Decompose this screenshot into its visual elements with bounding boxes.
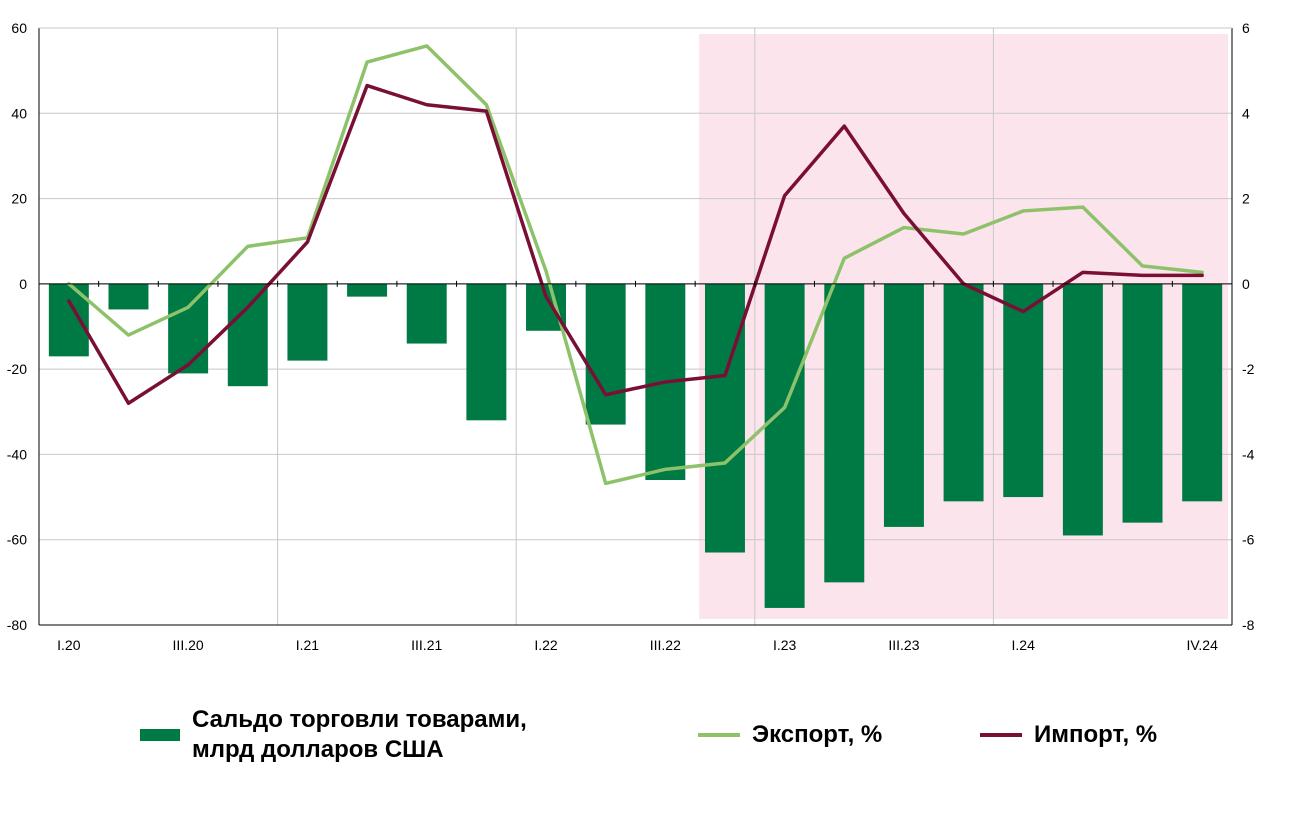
y-left-tick-label: -80 <box>7 617 27 633</box>
y-left-tick-label: -40 <box>7 446 27 462</box>
y-right-tick-label: -2 <box>1242 361 1255 377</box>
x-tick-label: IV.24 <box>1186 637 1218 653</box>
bar-III.20 <box>168 283 209 374</box>
y-right-tick-label: -6 <box>1242 532 1255 548</box>
bar-III.24 <box>1122 283 1163 523</box>
bar-III.23 <box>883 283 924 527</box>
legend-label-balance: Сальдо торговли товарами, млрд долларов … <box>192 706 527 763</box>
legend-item-import: Импорт, % <box>980 720 1157 750</box>
bar-IV.23 <box>943 283 984 502</box>
y-right-tick-label: 2 <box>1242 191 1250 207</box>
bar-II.21 <box>347 283 388 297</box>
bar-II.23 <box>824 283 865 583</box>
bar-II.20 <box>108 283 149 310</box>
y-left-tick-label: -60 <box>7 532 27 548</box>
bar-I.24 <box>1003 283 1044 498</box>
y-right-tick-label: -8 <box>1242 617 1255 633</box>
x-tick-label: I.22 <box>534 637 558 653</box>
series-line-import <box>67 83 1204 406</box>
legend: Сальдо торговли товарами, млрд долларов … <box>0 705 1290 785</box>
y-left-tick-label: 0 <box>19 276 27 292</box>
y-right-tick-label: -4 <box>1242 446 1255 462</box>
x-tick-label: I.21 <box>296 637 320 653</box>
legend-item-balance: Сальдо торговли товарами, млрд долларов … <box>140 705 527 765</box>
bar-II.22 <box>585 283 626 425</box>
bar-I.23 <box>764 283 805 608</box>
y-left-tick-label: 40 <box>11 105 27 121</box>
bar-IV.21 <box>466 283 507 421</box>
y-right-tick-label: 6 <box>1242 20 1250 36</box>
y-left-tick-label: -20 <box>7 361 27 377</box>
bar-IV.20 <box>227 283 268 387</box>
y-right-tick-label: 4 <box>1242 105 1250 121</box>
bar-III.21 <box>406 283 447 344</box>
y-left-tick-label: 20 <box>11 191 27 207</box>
bar-I.21 <box>287 283 328 361</box>
x-tick-label: I.23 <box>773 637 797 653</box>
legend-label-export: Экспорт, % <box>752 721 883 748</box>
y-right-tick-label: 0 <box>1242 276 1250 292</box>
x-tick-label: III.22 <box>650 637 681 653</box>
x-tick-label: III.21 <box>411 637 442 653</box>
x-tick-label: III.23 <box>888 637 919 653</box>
x-tick-label: III.20 <box>173 637 204 653</box>
legend-swatch-export <box>698 733 740 737</box>
legend-swatch-balance <box>140 729 180 741</box>
bar-IV.22 <box>704 283 745 553</box>
y-left-tick-label: 60 <box>11 20 27 36</box>
bar-IV.24 <box>1182 283 1223 502</box>
legend-label-import: Импорт, % <box>1034 721 1158 748</box>
legend-item-export: Экспорт, % <box>698 720 882 750</box>
x-tick-label: I.24 <box>1012 637 1036 653</box>
series-line-export <box>67 44 1204 486</box>
x-tick-label: I.20 <box>57 637 81 653</box>
legend-swatch-import <box>980 733 1022 737</box>
bar-II.24 <box>1062 283 1103 536</box>
